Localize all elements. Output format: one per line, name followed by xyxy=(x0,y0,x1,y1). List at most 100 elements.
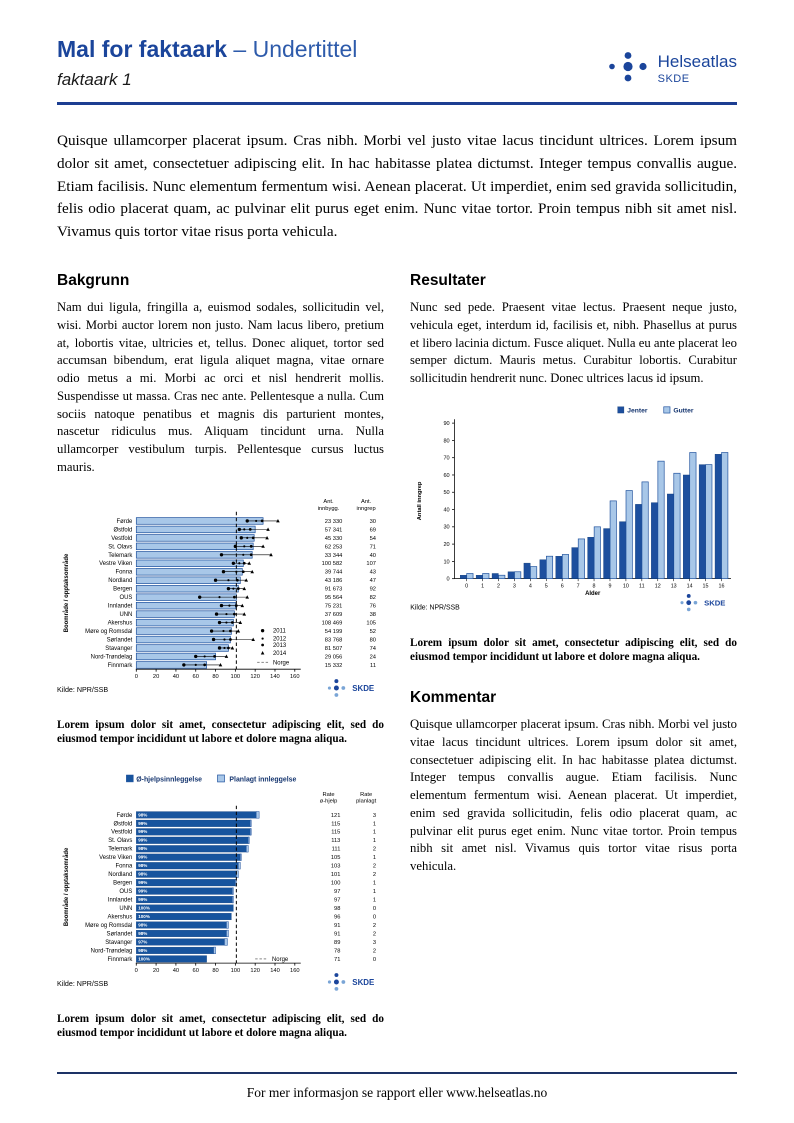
kommentar-section: Kommentar Quisque ullamcorper placerat i… xyxy=(410,689,737,876)
two-column-layout: Bakgrunn Nam dui ligula, fringilla a, eu… xyxy=(57,272,737,1041)
svg-text:Førde: Førde xyxy=(116,813,133,819)
svg-text:10: 10 xyxy=(623,583,629,589)
svg-text:9: 9 xyxy=(608,583,611,589)
svg-text:100: 100 xyxy=(231,674,241,680)
svg-text:91: 91 xyxy=(334,931,340,937)
svg-text:105: 105 xyxy=(366,620,376,626)
logo-text: Helseatlas SKDE xyxy=(658,52,737,85)
svg-text:Vestre Viken: Vestre Viken xyxy=(99,855,132,861)
svg-text:Ant.: Ant. xyxy=(323,499,334,505)
svg-text:97%: 97% xyxy=(138,939,147,944)
resultater-text: Nunc sed pede. Praesent vitae lectus. Pr… xyxy=(410,299,737,386)
svg-text:99%: 99% xyxy=(138,855,147,860)
svg-text:Telemark: Telemark xyxy=(108,847,132,853)
svg-text:Gutter: Gutter xyxy=(673,407,694,414)
svg-text:Østfold: Østfold xyxy=(113,821,132,827)
svg-text:97: 97 xyxy=(334,889,340,895)
svg-text:0: 0 xyxy=(373,914,376,920)
svg-text:82: 82 xyxy=(370,595,376,601)
svg-text:71: 71 xyxy=(334,957,340,963)
heading-resultater: Resultater xyxy=(410,271,486,289)
svg-text:37 609: 37 609 xyxy=(325,612,343,618)
figure1-caption: Lorem ipsum dolor sit amet, consectetur … xyxy=(57,718,384,746)
svg-text:40: 40 xyxy=(173,968,179,974)
svg-text:3: 3 xyxy=(373,940,376,946)
svg-text:89: 89 xyxy=(334,940,340,946)
svg-text:98%: 98% xyxy=(138,931,147,936)
svg-text:100: 100 xyxy=(331,881,341,887)
svg-text:0: 0 xyxy=(373,957,376,963)
svg-text:100: 100 xyxy=(231,968,241,974)
svg-text:Antall inngrep: Antall inngrep xyxy=(417,481,423,520)
svg-text:113: 113 xyxy=(331,838,340,844)
svg-text:2: 2 xyxy=(373,948,376,954)
svg-text:20: 20 xyxy=(153,674,159,680)
svg-text:62 253: 62 253 xyxy=(325,544,343,550)
svg-text:8: 8 xyxy=(593,583,596,589)
svg-text:4: 4 xyxy=(529,583,532,589)
page-footer: For mer informasjon se rapport eller www… xyxy=(57,1072,737,1101)
svg-text:40: 40 xyxy=(443,507,449,513)
svg-text:71: 71 xyxy=(370,544,376,550)
svg-text:2: 2 xyxy=(373,864,376,870)
svg-text:0: 0 xyxy=(135,968,138,974)
svg-text:2013: 2013 xyxy=(273,643,287,649)
svg-text:45 330: 45 330 xyxy=(325,536,343,542)
heading-kommentar: Kommentar xyxy=(410,689,497,707)
svg-text:80: 80 xyxy=(443,438,449,444)
svg-text:80: 80 xyxy=(370,637,376,643)
svg-text:140: 140 xyxy=(270,968,280,974)
svg-text:75 231: 75 231 xyxy=(325,603,343,609)
svg-text:Østfold: Østfold xyxy=(114,527,133,533)
svg-text:60: 60 xyxy=(193,674,199,680)
svg-text:Finnmark: Finnmark xyxy=(108,957,133,963)
chart-admission-type-by-region: Ø-hjelpsinnleggelse Planlagt innleggelse R… xyxy=(57,774,377,991)
svg-text:38: 38 xyxy=(370,612,376,618)
svg-text:Telemark: Telemark xyxy=(108,553,132,559)
svg-text:Ø-hjelpsinnleggelse: Ø-hjelpsinnleggelse xyxy=(136,776,202,783)
svg-text:SKDE: SKDE xyxy=(704,598,725,607)
logo-brand: Helseatlas xyxy=(657,51,737,71)
svg-text:Boområde / opptaksområde: Boområde / opptaksområde xyxy=(63,847,70,926)
svg-text:30: 30 xyxy=(443,525,449,531)
logo-dots-icon xyxy=(608,52,647,82)
svg-text:74: 74 xyxy=(370,646,377,652)
svg-text:innbygg.: innbygg. xyxy=(318,506,340,512)
heading-bakgrunn: Bakgrunn xyxy=(57,271,130,289)
svg-text:33 344: 33 344 xyxy=(325,553,343,559)
svg-text:1: 1 xyxy=(373,855,376,861)
svg-text:Sørlandet: Sørlandet xyxy=(107,931,133,937)
svg-text:Nordland: Nordland xyxy=(108,578,132,584)
svg-text:83 768: 83 768 xyxy=(325,637,343,643)
svg-text:97: 97 xyxy=(334,897,340,903)
document-page: Mal for faktaark – Undertittel faktaark … xyxy=(57,36,737,1041)
svg-text:1: 1 xyxy=(373,889,376,895)
svg-text:60: 60 xyxy=(443,473,449,479)
svg-text:90: 90 xyxy=(443,421,449,427)
svg-text:0: 0 xyxy=(447,576,450,582)
svg-text:planlagt: planlagt xyxy=(356,799,376,805)
svg-text:29 056: 29 056 xyxy=(325,654,343,660)
svg-text:Bergen: Bergen xyxy=(113,881,132,887)
svg-text:Finnmark: Finnmark xyxy=(108,663,133,669)
page-subtitle: faktaark 1 xyxy=(57,70,132,89)
svg-text:Kilde: NPR/SSB: Kilde: NPR/SSB xyxy=(57,980,108,988)
svg-text:111: 111 xyxy=(332,847,341,853)
svg-text:23 330: 23 330 xyxy=(325,519,343,525)
svg-text:7: 7 xyxy=(577,583,580,589)
title-suffix: – Undertittel xyxy=(233,36,358,62)
svg-text:47: 47 xyxy=(370,578,376,584)
svg-text:96: 96 xyxy=(334,914,340,920)
svg-text:11: 11 xyxy=(639,583,645,589)
svg-text:99%: 99% xyxy=(138,829,147,834)
figure2-caption: Lorem ipsum dolor sit amet, consectetur … xyxy=(57,1012,384,1040)
svg-text:5: 5 xyxy=(545,583,548,589)
svg-text:1: 1 xyxy=(373,881,376,887)
svg-text:40: 40 xyxy=(173,674,179,680)
svg-text:St. Olavs: St. Olavs xyxy=(108,544,132,550)
svg-text:16: 16 xyxy=(718,583,724,589)
svg-text:Bergen: Bergen xyxy=(113,586,132,592)
svg-text:Kilde: NPR/SSB: Kilde: NPR/SSB xyxy=(410,604,460,611)
svg-text:Vestfold: Vestfold xyxy=(111,830,132,836)
